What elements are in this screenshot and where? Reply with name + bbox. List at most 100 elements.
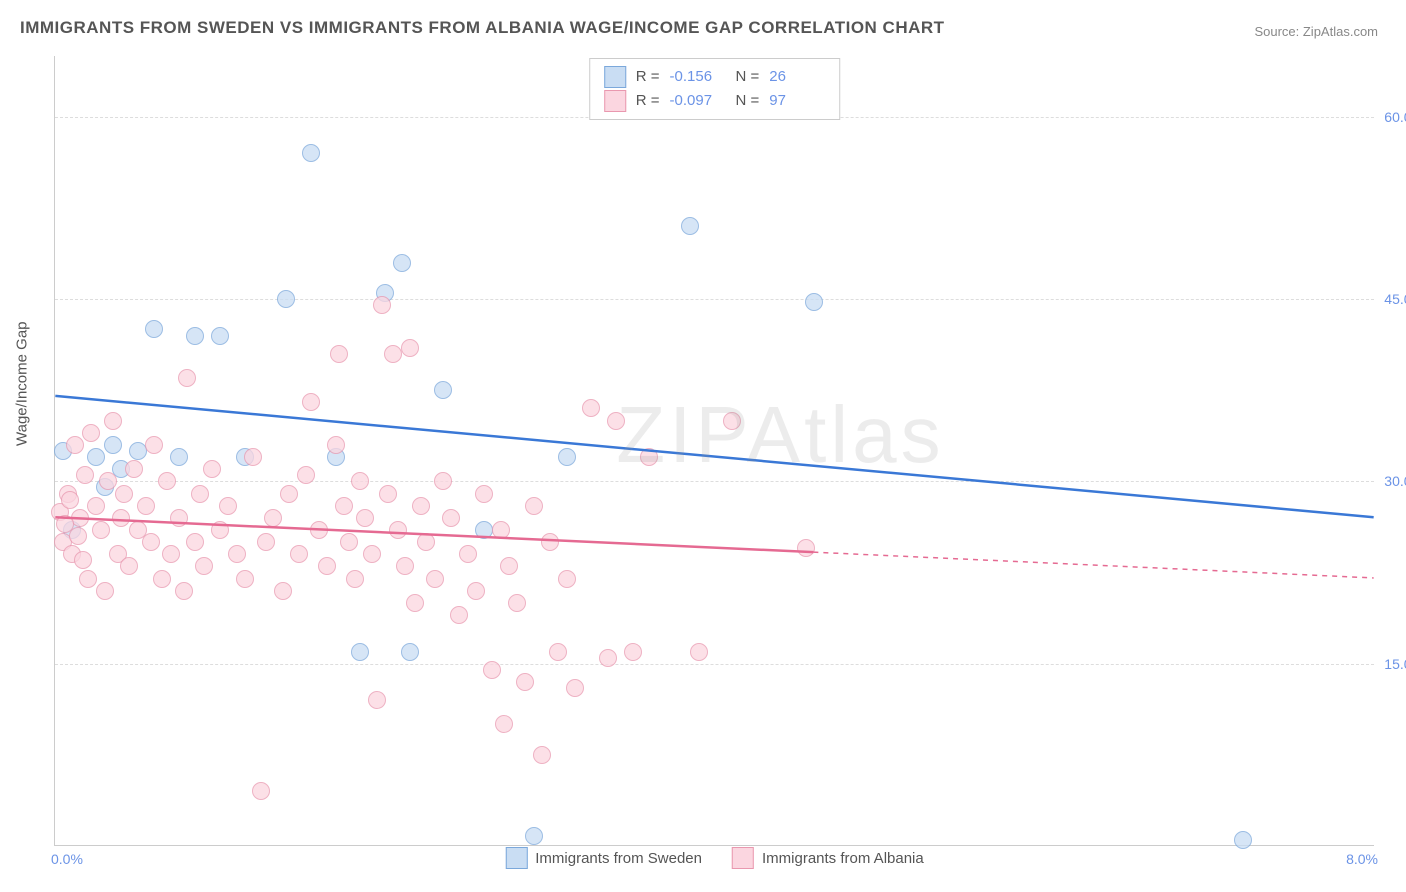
- data-point: [373, 296, 391, 314]
- data-point: [533, 746, 551, 764]
- n-label: N =: [736, 89, 760, 113]
- data-point: [175, 582, 193, 600]
- y-axis-label: Wage/Income Gap: [14, 321, 31, 446]
- data-point: [340, 533, 358, 551]
- data-point: [516, 673, 534, 691]
- data-point: [120, 557, 138, 575]
- n-value: 97: [769, 89, 825, 113]
- data-point: [186, 533, 204, 551]
- data-point: [723, 412, 741, 430]
- y-tick-label: 60.0%: [1384, 109, 1406, 125]
- data-point: [74, 551, 92, 569]
- data-point: [274, 582, 292, 600]
- data-point: [500, 557, 518, 575]
- data-point: [412, 497, 430, 515]
- data-point: [170, 509, 188, 527]
- data-point: [525, 827, 543, 845]
- data-point: [69, 527, 87, 545]
- y-tick-label: 45.0%: [1384, 291, 1406, 307]
- data-point: [475, 521, 493, 539]
- data-point: [302, 393, 320, 411]
- data-point: [79, 570, 97, 588]
- data-point: [280, 485, 298, 503]
- data-point: [318, 557, 336, 575]
- y-tick-label: 15.0%: [1384, 656, 1406, 672]
- data-point: [178, 369, 196, 387]
- data-point: [297, 466, 315, 484]
- data-point: [191, 485, 209, 503]
- data-point: [384, 345, 402, 363]
- data-point: [417, 533, 435, 551]
- data-point: [396, 557, 414, 575]
- data-point: [351, 643, 369, 661]
- legend-row: R =-0.097N =97: [604, 89, 826, 113]
- r-value: -0.156: [670, 65, 726, 89]
- data-point: [158, 472, 176, 490]
- data-point: [558, 570, 576, 588]
- legend-swatch: [604, 90, 626, 112]
- data-point: [549, 643, 567, 661]
- data-point: [346, 570, 364, 588]
- data-point: [389, 521, 407, 539]
- data-point: [434, 381, 452, 399]
- x-tick-label: 8.0%: [1346, 851, 1378, 867]
- data-point: [219, 497, 237, 515]
- data-point: [211, 327, 229, 345]
- data-point: [92, 521, 110, 539]
- data-point: [356, 509, 374, 527]
- data-point: [76, 466, 94, 484]
- data-point: [129, 442, 147, 460]
- data-point: [87, 497, 105, 515]
- series-legend: Immigrants from Sweden Immigrants from Al…: [505, 847, 923, 869]
- data-point: [290, 545, 308, 563]
- data-point: [87, 448, 105, 466]
- data-point: [327, 436, 345, 454]
- r-label: R =: [636, 65, 660, 89]
- y-tick-label: 30.0%: [1384, 473, 1406, 489]
- data-point: [459, 545, 477, 563]
- data-point: [406, 594, 424, 612]
- data-point: [203, 460, 221, 478]
- data-point: [142, 533, 160, 551]
- data-point: [442, 509, 460, 527]
- data-point: [558, 448, 576, 466]
- r-value: -0.097: [670, 89, 726, 113]
- data-point: [252, 782, 270, 800]
- data-point: [681, 217, 699, 235]
- data-point: [492, 521, 510, 539]
- data-point: [104, 436, 122, 454]
- gridline: [55, 481, 1374, 482]
- data-point: [525, 497, 543, 515]
- source-attribution: Source: ZipAtlas.com: [1254, 24, 1378, 39]
- data-point: [61, 491, 79, 509]
- data-point: [450, 606, 468, 624]
- data-point: [434, 472, 452, 490]
- legend-swatch: [604, 66, 626, 88]
- data-point: [96, 582, 114, 600]
- n-value: 26: [769, 65, 825, 89]
- data-point: [310, 521, 328, 539]
- data-point: [393, 254, 411, 272]
- data-point: [401, 339, 419, 357]
- data-point: [99, 472, 117, 490]
- legend-label: Immigrants from Sweden: [535, 850, 702, 867]
- data-point: [363, 545, 381, 563]
- n-label: N =: [736, 65, 760, 89]
- data-point: [228, 545, 246, 563]
- x-tick-label: 0.0%: [51, 851, 83, 867]
- data-point: [495, 715, 513, 733]
- data-point: [137, 497, 155, 515]
- data-point: [264, 509, 282, 527]
- data-point: [483, 661, 501, 679]
- data-point: [805, 293, 823, 311]
- legend-item: Immigrants from Albania: [732, 847, 924, 869]
- data-point: [379, 485, 397, 503]
- data-point: [401, 643, 419, 661]
- data-point: [599, 649, 617, 667]
- legend-label: Immigrants from Albania: [762, 850, 924, 867]
- data-point: [426, 570, 444, 588]
- legend-item: Immigrants from Sweden: [505, 847, 702, 869]
- legend-swatch: [505, 847, 527, 869]
- data-point: [66, 436, 84, 454]
- data-point: [566, 679, 584, 697]
